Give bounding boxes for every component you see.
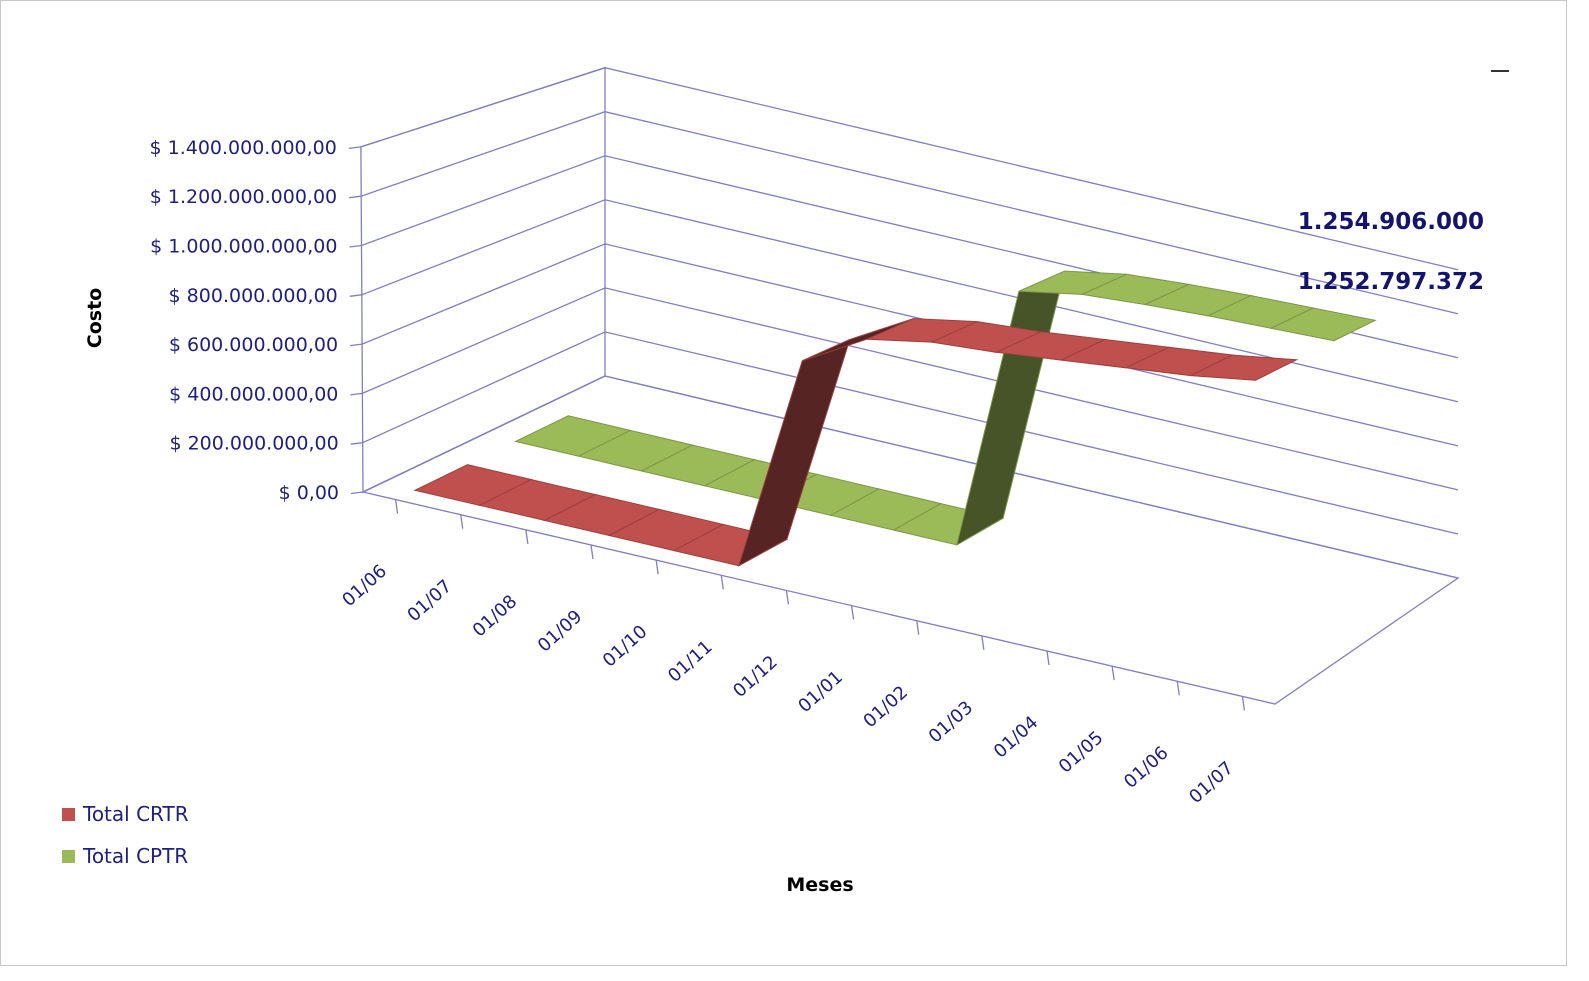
legend: Total CRTR Total CPTR: [62, 793, 189, 877]
y-tick-mark: [349, 244, 362, 248]
x-tick-mark: [1176, 681, 1180, 696]
x-tick-mark: [394, 499, 399, 514]
x-tick-label: 01/07: [403, 576, 456, 626]
x-tick-label: 01/01: [794, 667, 847, 717]
x-tick-label: 01/12: [729, 652, 782, 702]
x-tick-mark: [1046, 650, 1050, 666]
y-tick-label: $ 800.000.000,00: [169, 285, 338, 307]
legend-item-crtr: Total CRTR: [62, 793, 189, 835]
gridline: [362, 331, 1459, 535]
x-tick-label: 01/07: [1185, 758, 1238, 808]
y-tick-mark: [349, 195, 362, 199]
y-axis-ticks: $ 0,00 $ 200.000.000,00 $ 400.000.000,00 $ …: [149, 137, 364, 504]
legend-swatch-crtr: [62, 807, 75, 821]
x-tick-mark: [525, 529, 529, 544]
x-tick-mark: [720, 575, 724, 590]
ribbon-segment: [956, 270, 1066, 546]
gridline: [361, 243, 1459, 447]
x-tick-mark: [785, 590, 790, 605]
y-tick-mark: [350, 491, 364, 495]
y-tick-label: $ 400.000.000,00: [169, 383, 338, 405]
x-tick-label: 01/03: [925, 697, 978, 747]
x-tick-label: 01/08: [469, 591, 522, 641]
x-tick-mark: [460, 514, 464, 529]
ribbon-segment: [1188, 354, 1299, 381]
y-tick-label: $ 1.200.000.000,00: [150, 186, 337, 208]
x-tick-mark: [850, 605, 855, 620]
x-tick-mark: [655, 560, 659, 575]
x-tick-mark: [1241, 696, 1246, 711]
y-tick-mark: [349, 343, 363, 347]
y-tick-mark: [350, 392, 363, 396]
legend-item-cptr: Total CPTR: [62, 835, 189, 877]
y-tick-mark: [350, 442, 363, 445]
y-tick-label: $ 1.000.000.000,00: [150, 236, 337, 258]
x-tick-mark: [1111, 666, 1115, 681]
gridline: [362, 287, 1459, 491]
data-label-crtr: 1.252.797.372: [1298, 269, 1484, 295]
y-tick-mark: [349, 294, 362, 297]
x-tick-label: 01/11: [664, 636, 717, 686]
legend-label-cptr: Total CPTR: [83, 844, 189, 868]
data-labels: 1.254.906.000 1.252.797.372: [1298, 209, 1484, 295]
chart-walls: [360, 66, 1460, 705]
gridline: [360, 111, 1459, 315]
x-tick-label: 01/06: [1120, 742, 1173, 792]
legend-swatch-cptr: [62, 849, 75, 863]
series-ribbons: [413, 270, 1377, 567]
minimize-dash: [1491, 70, 1509, 72]
gridline: [360, 67, 1459, 271]
x-tick-mark: [916, 620, 920, 635]
x-tick-mark: [981, 635, 985, 650]
gridline: [361, 199, 1459, 403]
y-tick-mark: [348, 146, 361, 150]
x-tick-label: 01/04: [990, 712, 1043, 762]
x-tick-mark: [590, 544, 594, 560]
x-tick-label: 01/02: [859, 682, 912, 732]
x-tick-label: 01/06: [338, 561, 391, 611]
ribbon-segment: [737, 338, 851, 567]
x-tick-label: 01/05: [1055, 727, 1108, 777]
x-axis-ticks: 01/06 01/07 01/08 01/09 01/10 01/11 01/12 01/01…: [338, 499, 1246, 808]
y-tick-label: $ 600.000.000,00: [169, 334, 338, 356]
y-tick-label: $ 0,00: [279, 482, 339, 504]
x-tick-label: 01/10: [599, 621, 652, 671]
y-axis-title: Costo: [84, 288, 106, 348]
data-label-cptr: 1.254.906.000: [1298, 209, 1484, 235]
legend-label-crtr: Total CRTR: [83, 802, 189, 826]
ribbon-segment: [1269, 307, 1377, 342]
x-axis-title: Meses: [786, 874, 853, 896]
gridline: [362, 375, 1459, 579]
x-tick-label: 01/09: [534, 606, 587, 656]
y-tick-label: $ 1.400.000.000,00: [149, 137, 336, 159]
y-tick-label: $ 200.000.000,00: [169, 433, 338, 455]
